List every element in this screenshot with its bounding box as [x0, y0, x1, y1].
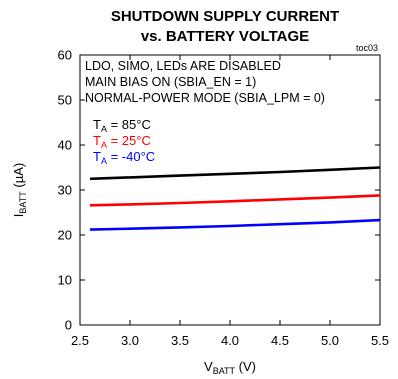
y-axis: 0 10 20 30 40 50 60 [58, 48, 380, 333]
chart-title-line-2: vs. BATTERY VOLTAGE [141, 28, 309, 45]
x-tick-label: 4.5 [271, 333, 289, 348]
annotation-line-3: NORMAL-POWER MODE (SBIA_LPM = 0) [85, 91, 325, 105]
x-axis-label-unit: (V) [235, 359, 256, 374]
y-tick-label: 40 [58, 138, 72, 153]
annotation-line-2: MAIN BIAS ON (SBIA_EN = 1) [85, 75, 256, 89]
y-axis-label: IBATT (µA) [11, 163, 28, 217]
x-tick-label: 5.0 [321, 333, 339, 348]
legend-entry-main: T [93, 117, 101, 132]
y-axis-label-main: I [11, 214, 26, 218]
series-lines [89, 166, 381, 231]
x-tick-label: 4.0 [221, 333, 239, 348]
series-line-0 [89, 166, 381, 181]
x-tick-label: 5.5 [371, 333, 389, 348]
x-axis: 2.5 3.0 3.5 4.0 4.5 5.0 5.5 [71, 55, 389, 348]
legend-entry-sub: A [101, 156, 107, 166]
legend-entry-rest: = -40°C [107, 149, 155, 164]
y-axis-label-sub: BATT [18, 191, 28, 214]
y-axis-label-unit: (µA) [11, 163, 26, 191]
legend-entry-0: TA = 85°C [93, 117, 151, 134]
x-axis-label-sub: BATT [213, 366, 236, 376]
x-tick-label: 2.5 [71, 333, 89, 348]
y-tick-label: 60 [58, 48, 72, 63]
legend-entry-main: T [93, 133, 101, 148]
y-tick-label: 0 [65, 318, 72, 333]
series-line-2 [89, 218, 381, 231]
chart-title-line-1: SHUTDOWN SUPPLY CURRENT [111, 8, 339, 25]
legend: TA = 85°CTA = 25°CTA = -40°C [93, 117, 155, 166]
legend-entry-2: TA = -40°C [93, 149, 155, 166]
y-tick-label: 30 [58, 183, 72, 198]
legend-entry-main: T [93, 149, 101, 164]
y-tick-label: 20 [58, 228, 72, 243]
y-tick-label: 10 [58, 273, 72, 288]
legend-entry-sub: A [101, 140, 107, 150]
legend-entry-1: TA = 25°C [93, 133, 151, 150]
x-axis-label: VBATT (V) [204, 359, 256, 376]
legend-entry-sub: A [101, 124, 107, 134]
figure-ref-code: toc03 [356, 43, 378, 53]
annotation-line-1: LDO, SIMO, LEDs ARE DISABLED [85, 59, 281, 73]
x-axis-label-main: V [204, 359, 213, 374]
x-tick-label: 3.0 [121, 333, 139, 348]
x-tick-label: 3.5 [171, 333, 189, 348]
series-line-1 [89, 194, 381, 207]
legend-entry-rest: = 85°C [107, 117, 151, 132]
y-tick-label: 50 [58, 93, 72, 108]
legend-entry-rest: = 25°C [107, 133, 151, 148]
